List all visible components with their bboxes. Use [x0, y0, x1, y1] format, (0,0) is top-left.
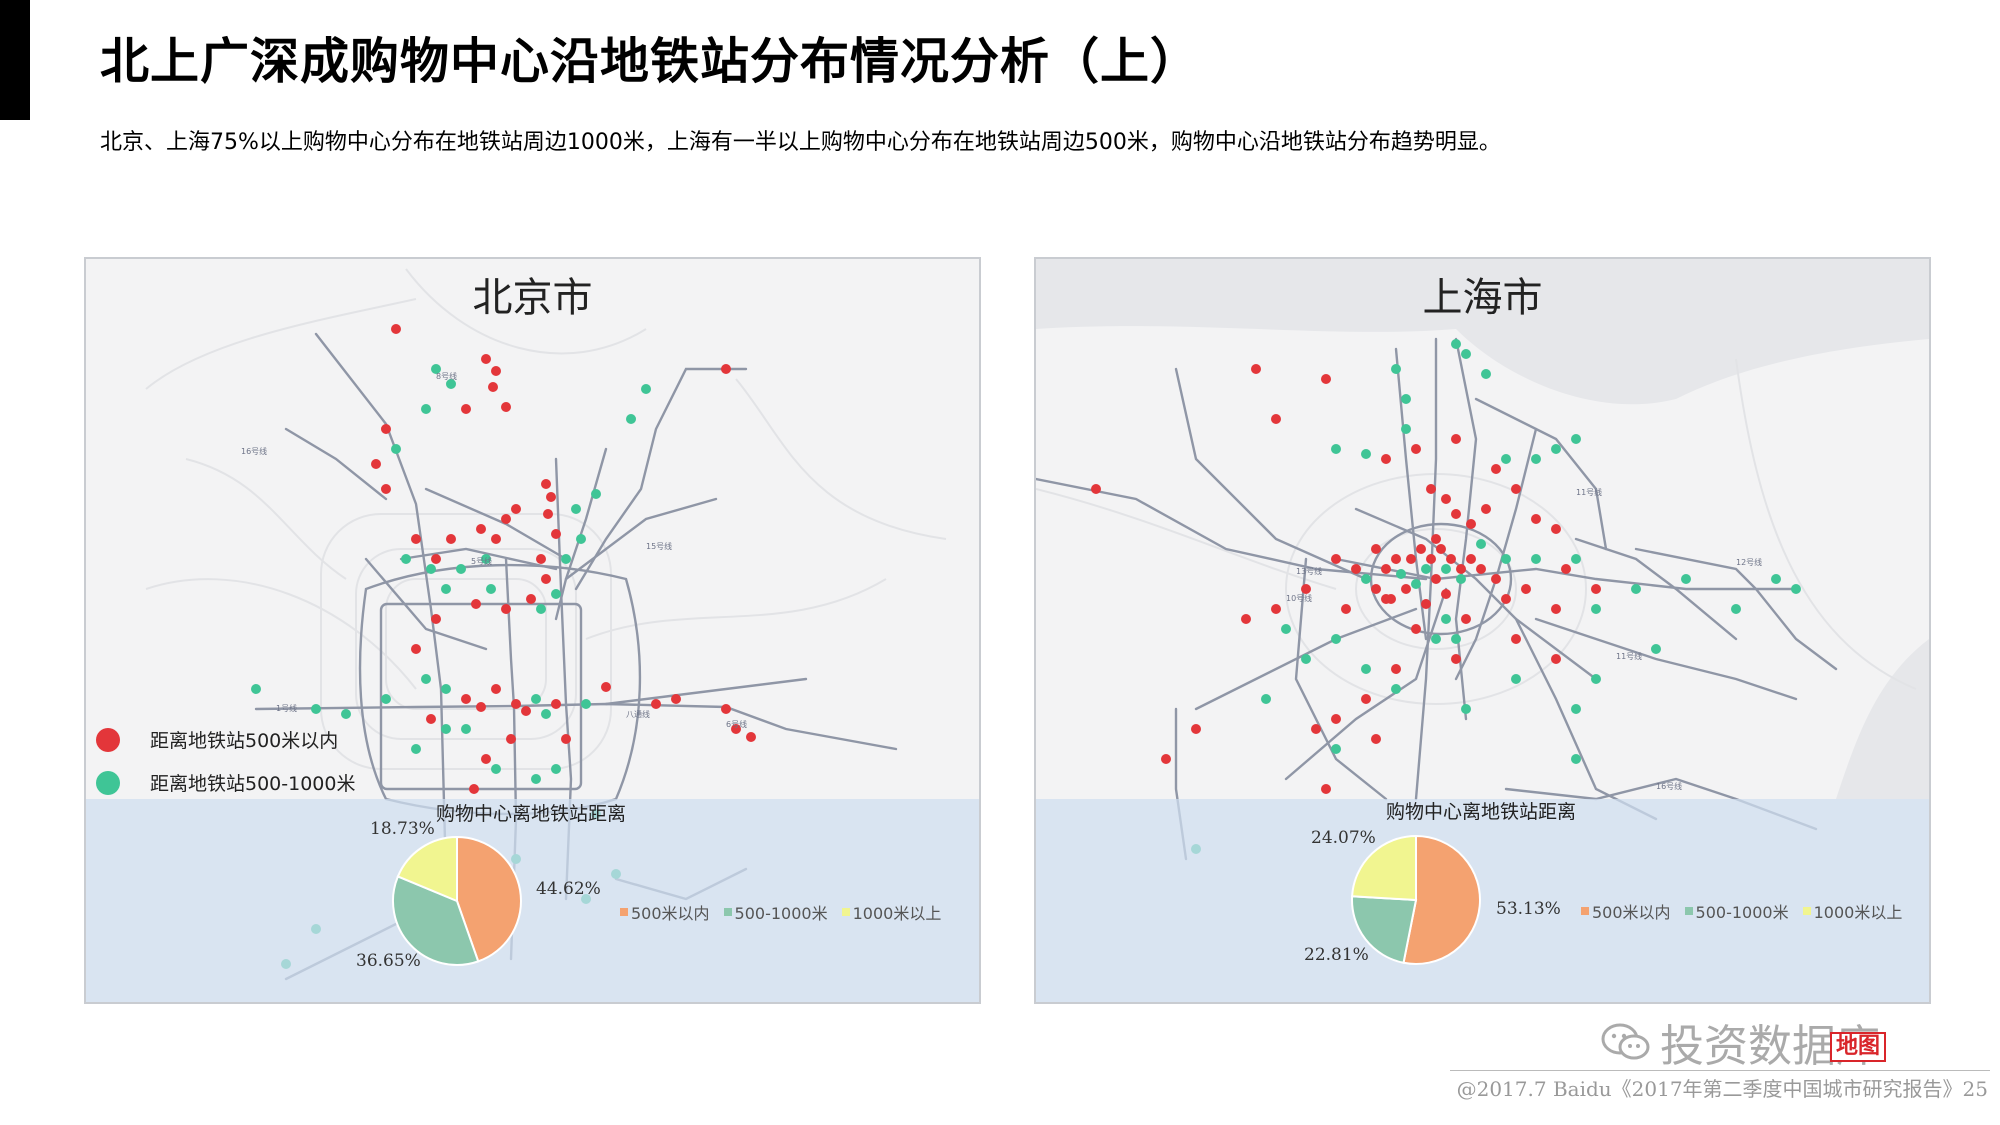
shanghai-chart-band [1036, 799, 1929, 1002]
svg-text:12号线: 12号线 [1736, 557, 1762, 567]
svg-text:5号线: 5号线 [471, 556, 492, 566]
legend-item-1000: 500-1000米 [1684, 899, 1789, 923]
map-legend: 距离地铁站500米以内 距离地铁站500-1000米 [96, 726, 355, 812]
shanghai-green-points [1191, 339, 1801, 854]
beijing-chart-band [86, 799, 979, 1002]
footer-source: @2017.7 Baidu《2017年第二季度中国城市研究报告》25 [1456, 1077, 1988, 1101]
legend-item-500: 500米以内 [620, 900, 710, 924]
shanghai-metro-map: 11号线 13号线 12号线 11号线 16号线 10号线 [1036, 259, 1929, 861]
shanghai-red-points [1091, 364, 1601, 794]
svg-text:16号线: 16号线 [1656, 781, 1682, 791]
shanghai-chart-title: 购物中心离地铁站距离 [1386, 801, 1577, 823]
svg-text:11号线: 11号线 [1616, 651, 1642, 661]
shanghai-label-500: 53.13% [1496, 899, 1561, 919]
watermark-badge: 地图 [1830, 1032, 1887, 1062]
svg-text:8号线: 8号线 [436, 371, 457, 381]
legend-green: 距离地铁站500-1000米 [96, 769, 355, 796]
legend-red-label: 距离地铁站500米以内 [150, 730, 339, 752]
slice-500-1000m [392, 875, 480, 966]
accent-bar [0, 0, 30, 120]
shanghai-label-over: 24.07% [1311, 828, 1376, 848]
svg-text:10号线: 10号线 [1286, 593, 1312, 603]
svg-text:15号线: 15号线 [646, 541, 672, 551]
wechat-icon [1601, 1023, 1650, 1060]
shanghai-label-1000: 22.81% [1304, 945, 1369, 965]
page-subtitle: 北京、上海75%以上购物中心分布在地铁站周边1000米，上海有一半以上购物中心分… [100, 130, 1501, 155]
slice-500-1000m [1351, 895, 1418, 964]
svg-text:11号线: 11号线 [1576, 487, 1602, 497]
slice-over-1000m [1351, 834, 1417, 902]
beijing-label-500: 44.62% [536, 879, 601, 899]
legend-item-over: 1000米以上 [841, 900, 941, 924]
legend-item-over: 1000米以上 [1802, 899, 1902, 923]
slice-over-1000m [396, 835, 458, 903]
legend-item-500: 500米以内 [1581, 899, 1671, 923]
beijing-label-over: 18.73% [370, 819, 435, 839]
svg-text:八通线: 八通线 [626, 709, 650, 719]
legend-item-1000: 500-1000米 [723, 900, 828, 924]
legend-red: 距离地铁站500米以内 [96, 726, 355, 753]
shanghai-pie-legend: 500米以内 500-1000米 1000米以上 [1581, 899, 1902, 923]
beijing-panel: 16号线 8号线 15号线 5号线八通线 6号线 1号线 北京市 距离地铁站500米以内… [84, 257, 981, 1004]
shanghai-city-name: 上海市 [1422, 275, 1543, 321]
slice-500m [456, 835, 522, 963]
svg-text:1号线: 1号线 [276, 703, 297, 713]
beijing-green-points [251, 364, 651, 969]
svg-text:13号线: 13号线 [1296, 566, 1322, 576]
shanghai-panel: 11号线 13号线 12号线 11号线 16号线 10号线 上海市 购物中心离地铁站距离… [1034, 257, 1931, 1004]
beijing-label-1000: 36.65% [356, 951, 421, 971]
svg-text:16号线: 16号线 [241, 446, 267, 456]
footer-rule [1450, 1070, 1990, 1071]
beijing-chart-title: 购物中心离地铁站距离 [436, 803, 627, 825]
beijing-red-points [371, 324, 756, 864]
slice-500m [1402, 834, 1481, 965]
legend-green-label: 距离地铁站500-1000米 [150, 773, 356, 795]
beijing-pie [392, 835, 522, 966]
green-dot-icon [96, 770, 120, 795]
shanghai-pie [1351, 834, 1481, 965]
svg-text:6号线: 6号线 [726, 719, 747, 729]
red-dot-icon [96, 727, 120, 752]
beijing-city-name: 北京市 [472, 275, 593, 321]
beijing-pie-legend: 500米以内 500-1000米 1000米以上 [620, 900, 941, 924]
page-title: 北上广深成购物中心沿地铁站分布情况分析（上） [100, 33, 1201, 90]
